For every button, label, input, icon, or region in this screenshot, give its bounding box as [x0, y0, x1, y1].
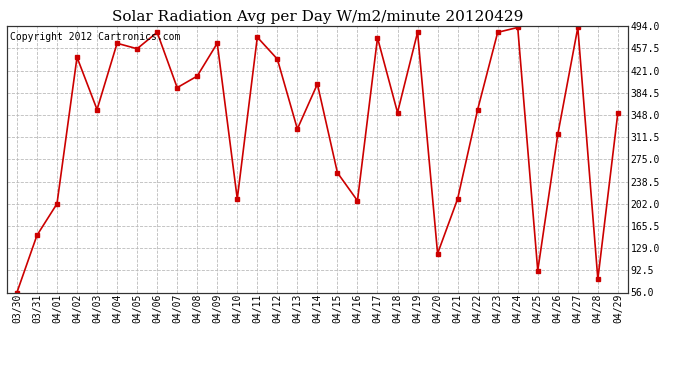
Title: Solar Radiation Avg per Day W/m2/minute 20120429: Solar Radiation Avg per Day W/m2/minute …: [112, 10, 523, 24]
Text: Copyright 2012 Cartronics.com: Copyright 2012 Cartronics.com: [10, 32, 180, 42]
